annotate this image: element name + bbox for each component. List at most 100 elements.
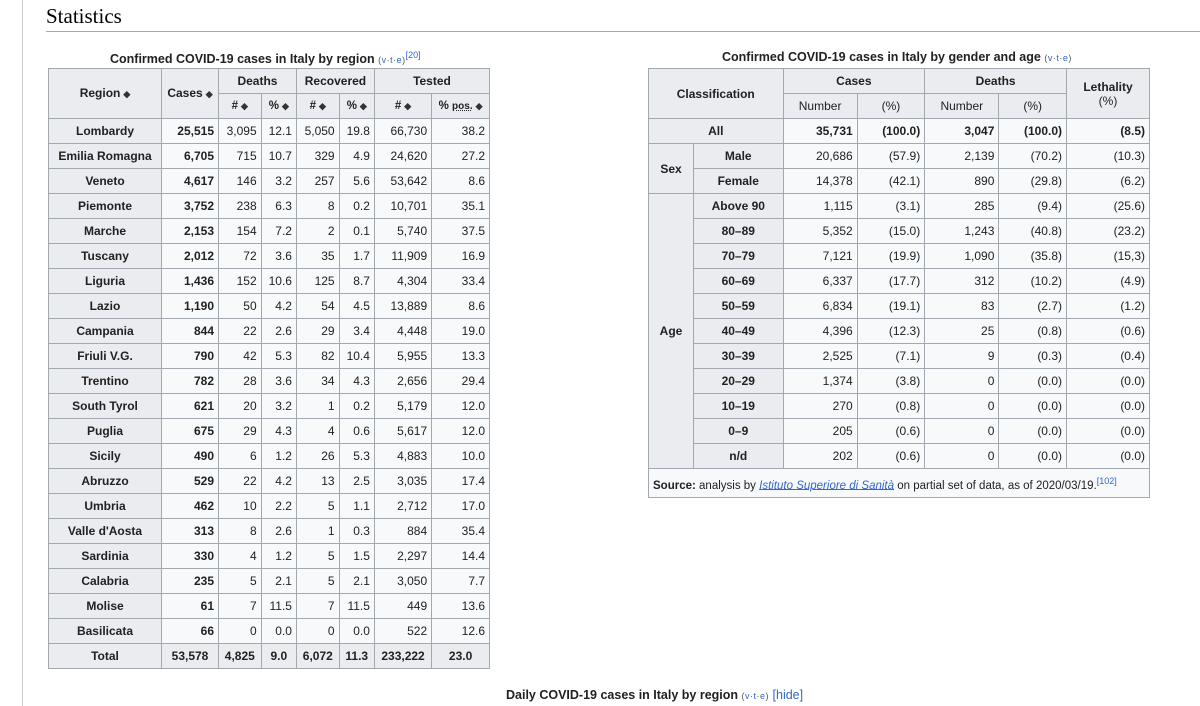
cases-pct-cell: (19.9) [856, 243, 926, 269]
row-label: 60–69 [693, 268, 784, 294]
sort-icon[interactable]: ◆ [359, 101, 367, 111]
sort-icon[interactable]: ◆ [475, 100, 483, 111]
lethality-cell: (15,3) [1066, 243, 1150, 269]
col-header-deaths-number[interactable]: # ◆ [218, 93, 262, 119]
tested-pct-cell: 13.3 [431, 343, 490, 369]
cases-number-cell: 4,396 [782, 318, 858, 344]
table-row: Trentino 782 28 3.6 34 4.3 2,656 29.4 [48, 368, 490, 394]
col-header-tested-pct-pos[interactable]: % pos. ◆ [431, 93, 490, 119]
tested-pct-cell: 27.2 [431, 143, 490, 169]
cases-number-cell: 202 [782, 443, 858, 469]
tested-pct-cell: 14.4 [431, 543, 490, 569]
cases-number-cell: 20,686 [782, 143, 858, 169]
deaths-pct-cell: 6.3 [260, 193, 297, 219]
deaths-pct-cell: 1.2 [260, 543, 297, 569]
tested-number-cell: 5,179 [373, 393, 433, 419]
row-label: n/d [693, 443, 784, 469]
lethality-cell: (1.2) [1066, 293, 1150, 319]
view-template-link[interactable]: v [1047, 53, 1053, 63]
table-row: Umbria 462 10 2.2 5 1.1 2,712 17.0 [48, 493, 490, 519]
edit-template-link[interactable]: e [396, 55, 403, 66]
tested-pct-cell: 17.0 [431, 493, 490, 519]
region-name: Calabria [48, 568, 162, 594]
col-header-deaths: Deaths [924, 68, 1067, 94]
cases-pct-cell: (57.9) [856, 143, 926, 169]
col-header-cases-number: Number [782, 93, 858, 119]
recovered-number-cell: 1 [295, 393, 340, 419]
table-row: Piemonte 3,752 238 6.3 8 0.2 10,701 35.1 [48, 193, 490, 219]
deaths-pct-cell: 2.6 [260, 518, 297, 544]
tested-number-cell: 3,050 [373, 568, 433, 594]
col-header-tested-number[interactable]: # ◆ [373, 93, 433, 119]
cases-number-cell: 14,378 [782, 168, 858, 194]
col-header-deaths-pct[interactable]: % ◆ [260, 93, 297, 119]
total-deaths-pct: 9.0 [260, 643, 297, 669]
talk-template-link[interactable]: t [390, 55, 394, 66]
deaths-pct-cell: 3.2 [260, 393, 297, 419]
recovered-number-cell: 54 [295, 293, 340, 319]
row-label: 30–39 [693, 343, 784, 369]
row-label: Female [693, 168, 784, 194]
sort-icon[interactable]: ◆ [404, 101, 412, 111]
table-row: n/d 202 (0.6) 0 (0.0) (0.0) [649, 443, 1150, 469]
tested-number-cell: 2,712 [373, 493, 433, 519]
view-template-link[interactable]: v [381, 55, 387, 66]
col-header-cases[interactable]: Cases ◆ [161, 68, 219, 119]
reference-link[interactable]: [20] [405, 50, 421, 60]
table-row: Valle d'Aosta 313 8 2.6 1 0.3 884 35.4 [48, 518, 490, 544]
deaths-number-cell: 715 [218, 143, 262, 169]
edit-template-link[interactable]: e [760, 691, 766, 701]
region-name: Piemonte [48, 193, 162, 219]
recovered-number-cell: 0 [295, 618, 340, 644]
cases-cell: 330 [161, 543, 219, 569]
table-row: Marche 2,153 154 7.2 2 0.1 5,740 37.5 [48, 218, 490, 244]
col-header-recovered-pct[interactable]: % ◆ [338, 93, 375, 119]
recovered-number-cell: 34 [295, 368, 340, 394]
talk-template-link[interactable]: t [1056, 53, 1060, 63]
tested-number-cell: 4,304 [373, 268, 433, 294]
sort-icon[interactable]: ◆ [123, 89, 131, 99]
sort-icon[interactable]: ◆ [281, 101, 289, 111]
col-header-region[interactable]: Region ◆ [48, 68, 162, 119]
hide-toggle[interactable]: [hide] [772, 688, 804, 702]
view-template-link[interactable]: v [745, 691, 751, 701]
deaths-number-cell: 146 [218, 168, 262, 194]
deaths-pct-cell: (29.8) [998, 168, 1067, 194]
table-row: 60–69 6,337 (17.7) 312 (10.2) (4.9) [649, 268, 1150, 294]
col-header-recovered-number[interactable]: # ◆ [295, 93, 340, 119]
tested-number-cell: 884 [373, 518, 433, 544]
deaths-number-cell: 0 [924, 418, 1000, 444]
cases-cell: 61 [161, 593, 219, 619]
region-name: Lazio [48, 293, 162, 319]
source-link[interactable]: Istituto Superiore di Sanità [759, 479, 895, 492]
sort-icon[interactable]: ◆ [319, 101, 326, 111]
sort-icon[interactable]: ◆ [205, 89, 213, 99]
table-row: 30–39 2,525 (7.1) 9 (0.3) (0.4) [649, 343, 1150, 369]
table-row: Abruzzo 529 22 4.2 13 2.5 3,035 17.4 [48, 468, 490, 494]
cases-pct-cell: (7.1) [856, 343, 926, 369]
talk-template-link[interactable]: t [753, 691, 757, 701]
deaths-pct-cell: 7.2 [260, 218, 297, 244]
col-header-deaths-pct: (%) [998, 93, 1067, 119]
sort-icon[interactable]: ◆ [241, 101, 248, 111]
recovered-number-cell: 1 [295, 518, 340, 544]
reference-link[interactable]: [102] [1096, 475, 1117, 486]
cases-number-cell: 270 [782, 393, 858, 419]
recovered-pct-cell: 2.1 [338, 568, 375, 594]
tested-pct-cell: 8.6 [431, 168, 490, 194]
cases-pct-cell: (12.3) [856, 318, 926, 344]
region-name: Trentino [48, 368, 162, 394]
cases-pct-cell: (15.0) [856, 218, 926, 244]
col-header-deaths-number: Number [924, 93, 1000, 119]
edit-template-link[interactable]: e [1062, 53, 1069, 63]
vte-links: (v·t·e) [741, 691, 770, 701]
tested-pct-cell: 38.2 [431, 118, 490, 144]
recovered-pct-cell: 1.1 [338, 493, 375, 519]
table-row: Puglia 675 29 4.3 4 0.6 5,617 12.0 [48, 418, 490, 444]
col-header-cases: Cases [782, 68, 926, 94]
cases-pct-cell: (0.8) [856, 393, 926, 419]
table-row: Sardinia 330 4 1.2 5 1.5 2,297 14.4 [48, 543, 490, 569]
recovered-number-cell: 2 [295, 218, 340, 244]
tested-number-cell: 3,035 [373, 468, 433, 494]
recovered-pct-cell: 8.7 [338, 268, 375, 294]
